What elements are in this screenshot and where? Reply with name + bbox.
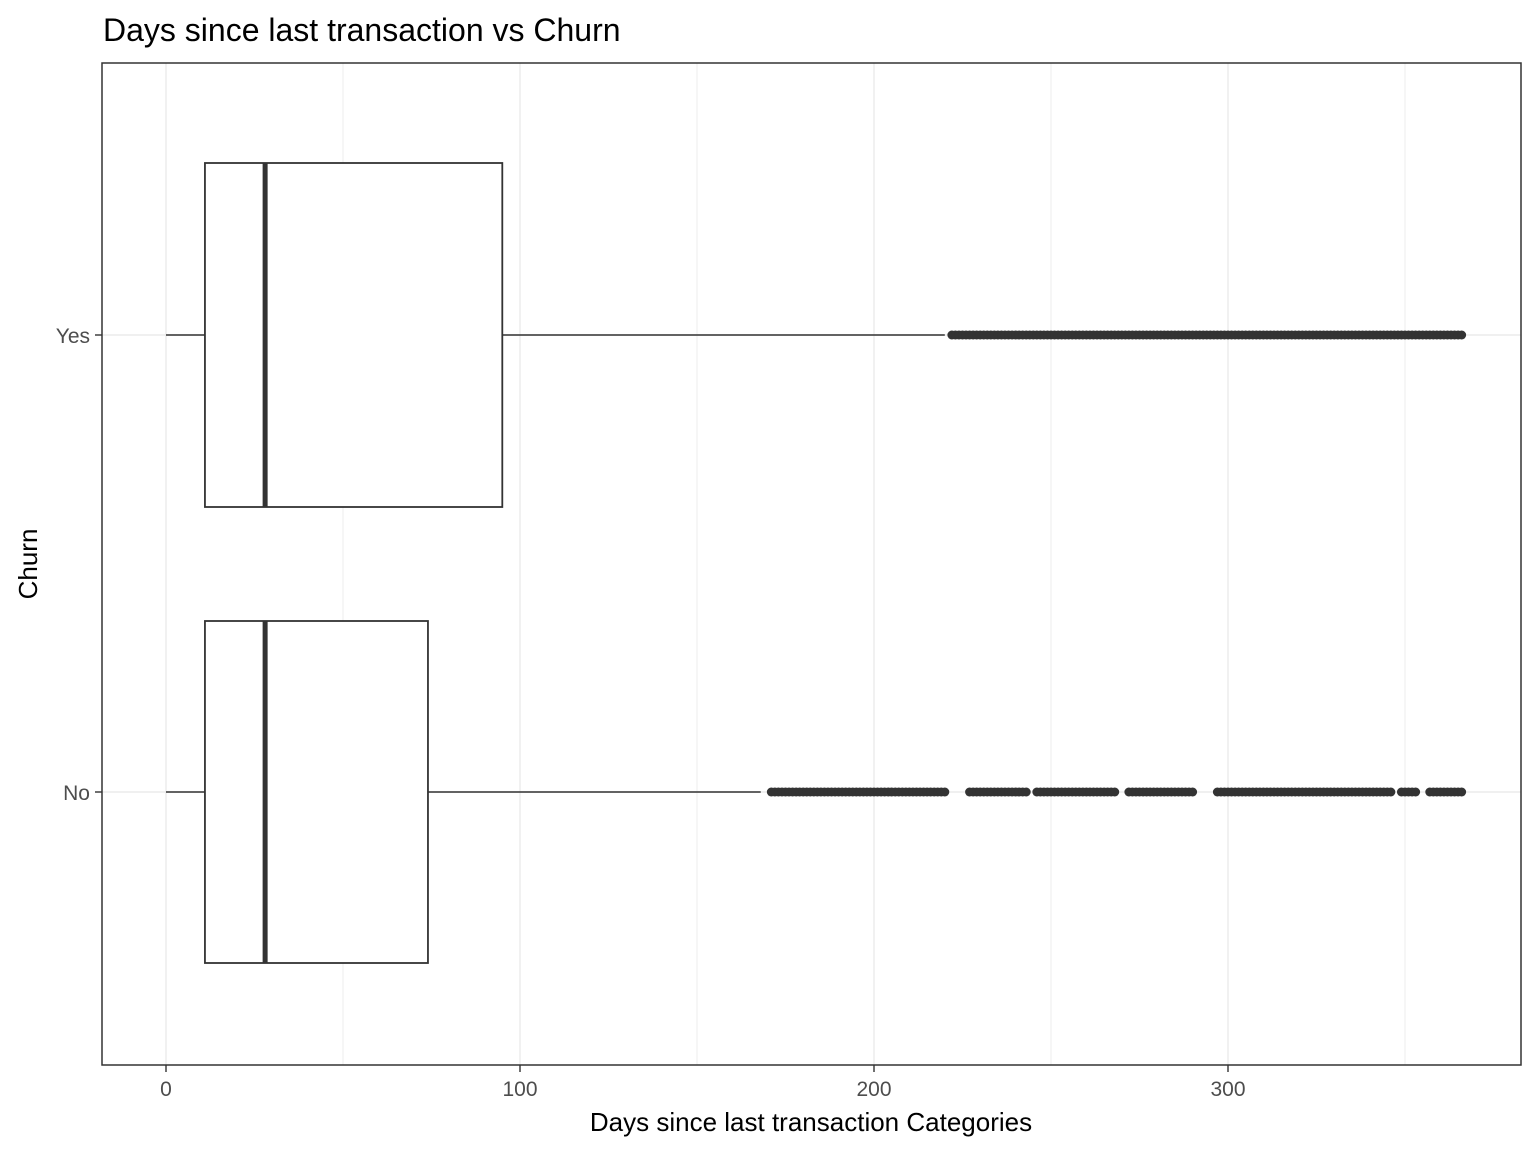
x-tick-label: 200 bbox=[856, 1078, 891, 1101]
box-iqr bbox=[204, 620, 429, 964]
outlier-point bbox=[940, 787, 950, 797]
panel-border bbox=[101, 62, 1522, 1066]
box-yes bbox=[166, 162, 1467, 508]
y-axis: No Yes bbox=[56, 325, 102, 805]
x-tick-label: 300 bbox=[1210, 1078, 1245, 1101]
y-tick-label: No bbox=[63, 782, 90, 805]
outlier-point bbox=[1457, 330, 1467, 340]
outlier-point bbox=[1411, 787, 1421, 797]
outlier-point bbox=[1386, 787, 1396, 797]
outlier-point bbox=[1021, 787, 1031, 797]
y-axis-title: Churn bbox=[13, 529, 43, 600]
x-tick-label: 100 bbox=[502, 1078, 537, 1101]
x-axis-title: Days since last transaction Categories bbox=[590, 1107, 1032, 1137]
boxplot-series bbox=[166, 162, 1467, 964]
box-no bbox=[166, 620, 1467, 964]
x-tick-label: 0 bbox=[160, 1078, 172, 1101]
y-tick-label: Yes bbox=[56, 325, 90, 348]
x-axis: 0 100 200 300 bbox=[160, 1065, 1246, 1101]
box-iqr bbox=[204, 162, 504, 508]
outlier-point bbox=[1188, 787, 1198, 797]
outlier-point bbox=[1457, 787, 1467, 797]
chart-title: Days since last transaction vs Churn bbox=[103, 12, 621, 48]
outlier-point bbox=[1110, 787, 1120, 797]
